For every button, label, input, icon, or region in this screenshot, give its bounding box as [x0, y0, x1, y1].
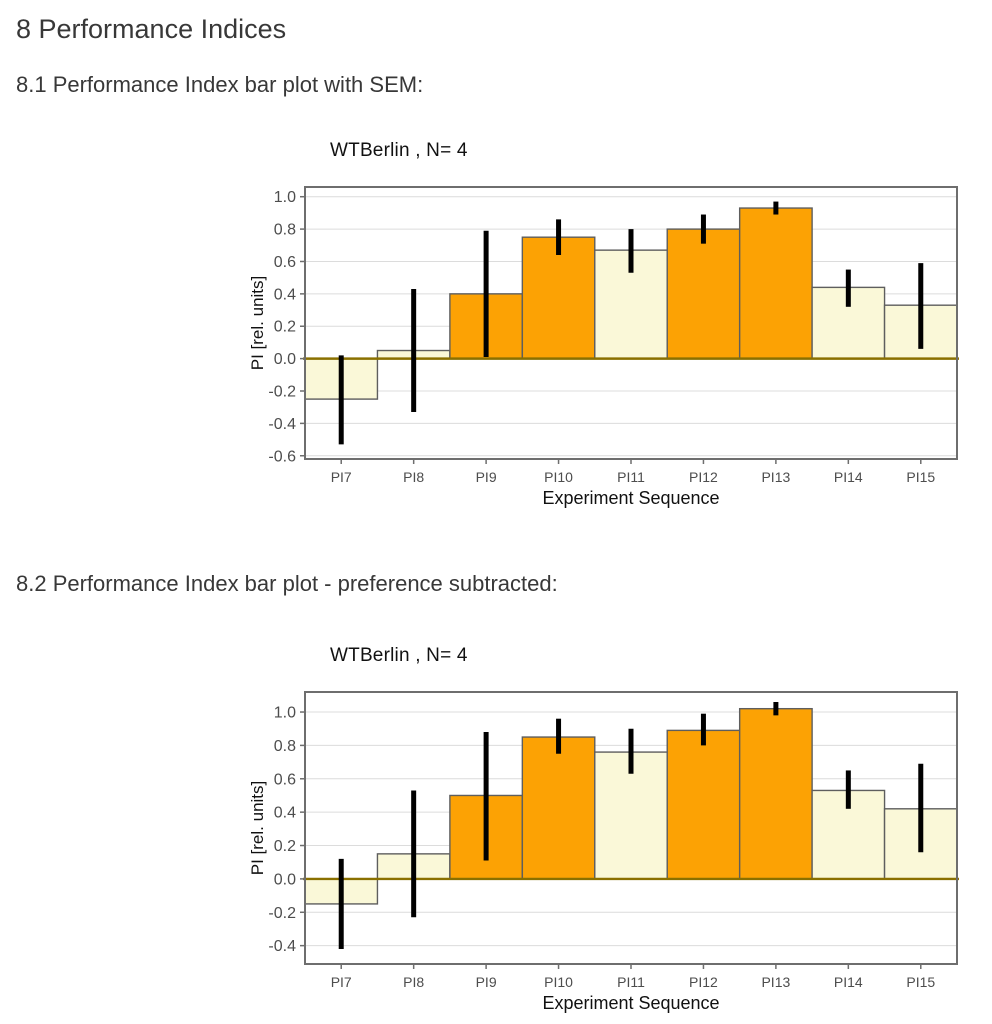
y-tick-label: -0.2 [268, 905, 296, 922]
x-axis-title: Experiment Sequence [542, 993, 719, 1013]
x-tick-label: PI8 [403, 469, 424, 485]
x-tick-label: PI9 [476, 974, 497, 990]
x-tick-label: PI13 [761, 469, 790, 485]
section-heading-8-2: 8.2 Performance Index bar plot - prefere… [16, 571, 558, 597]
bar-PI13 [738, 707, 813, 880]
bar-PI12 [666, 228, 741, 360]
x-tick-label: PI15 [906, 974, 935, 990]
x-tick-label: PI14 [834, 469, 863, 485]
y-tick-label: 0.2 [274, 838, 296, 855]
x-tick-label: PI7 [331, 469, 352, 485]
x-tick-label: PI12 [689, 469, 718, 485]
chart-figure-sem: WTBerlin , N= 4 -0.6 -0.4 -0.2 0.0 0.2 0.4 0.6… [245, 140, 992, 508]
x-tick-label: PI13 [761, 974, 790, 990]
x-tick-label: PI10 [544, 469, 573, 485]
x-tick-label: PI8 [403, 974, 424, 990]
x-tick-label: PI11 [617, 974, 645, 990]
y-tick-label: 0.8 [274, 222, 296, 239]
y-tick-label: -0.4 [268, 416, 296, 433]
y-tick-label: 0.4 [274, 804, 296, 821]
y-tick-label: 0.2 [274, 319, 296, 336]
y-tick-label: 1.0 [274, 190, 296, 207]
x-tick-label: PI9 [476, 469, 497, 485]
x-tick-label: PI14 [834, 974, 863, 990]
y-tick-label: 0.8 [274, 738, 296, 755]
y-tick-label: -0.4 [268, 938, 296, 955]
y-tick-label: 0.0 [274, 871, 296, 888]
y-tick-label: 0.6 [274, 254, 296, 271]
x-tick-label: PI10 [544, 974, 573, 990]
chart-title: WTBerlin , N= 4 [330, 644, 468, 666]
chart-figure-preference-subtracted: WTBerlin , N= 4 -0.4 -0.2 0.0 0.2 0.4 0.6 0.8 1… [245, 645, 992, 1013]
bar-PI12 [666, 729, 741, 880]
section-heading-8-1: 8.1 Performance Index bar plot with SEM: [16, 72, 424, 98]
y-tick-label: 0.0 [274, 352, 296, 369]
x-axis-title: Experiment Sequence [542, 488, 719, 508]
x-tick-label: PI11 [617, 469, 645, 485]
chart-title: WTBerlin , N= 4 [330, 140, 468, 162]
bar-PI10 [521, 736, 596, 880]
y-tick-label: 0.6 [274, 771, 296, 788]
y-axis-title: PI [rel. units] [248, 276, 267, 370]
y-axis-title: PI [rel. units] [248, 781, 267, 875]
bar-PI13 [738, 207, 813, 360]
y-tick-label: 1.0 [274, 704, 296, 721]
bar-PI10 [521, 236, 596, 360]
y-tick-label: -0.6 [268, 449, 296, 466]
y-tick-label: 0.4 [274, 287, 296, 304]
chart-svg: -0.6 -0.4 -0.2 0.0 0.2 0.4 0.6 0.8 1.0 PI7 PI8 PI9 P… [248, 186, 959, 508]
y-tick-label: -0.2 [268, 384, 296, 401]
x-tick-label: PI15 [906, 469, 935, 485]
page-title: 8 Performance Indices [16, 14, 287, 44]
x-tick-label: PI12 [689, 974, 718, 990]
chart-svg: -0.4 -0.2 0.0 0.2 0.4 0.6 0.8 1.0 PI7 PI8 PI9 PI10 P… [248, 690, 959, 1013]
x-tick-label: PI7 [331, 974, 352, 990]
